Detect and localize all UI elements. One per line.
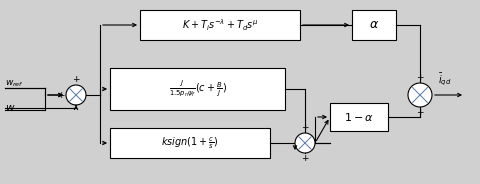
Circle shape <box>295 133 315 153</box>
Text: +: + <box>301 123 309 132</box>
Text: +: + <box>58 91 65 100</box>
Text: $\alpha$: $\alpha$ <box>369 19 379 31</box>
Text: $1-\alpha$: $1-\alpha$ <box>344 111 374 123</box>
FancyBboxPatch shape <box>352 10 396 40</box>
Text: +: + <box>72 75 80 84</box>
Text: $w$: $w$ <box>5 103 15 113</box>
FancyBboxPatch shape <box>110 128 270 158</box>
Text: +: + <box>416 108 424 117</box>
Text: +: + <box>301 154 309 163</box>
FancyBboxPatch shape <box>110 68 285 110</box>
Circle shape <box>408 83 432 107</box>
Text: $ksign(1+\frac{c}{s})$: $ksign(1+\frac{c}{s})$ <box>161 135 219 151</box>
Text: $K+T_i s^{-\lambda}+T_d s^{\mu}$: $K+T_i s^{-\lambda}+T_d s^{\mu}$ <box>182 17 258 33</box>
Text: $\bar{i}_{qd}$: $\bar{i}_{qd}$ <box>438 72 452 88</box>
Text: $\frac{J}{1.5p_n\psi_f}(c+\frac{B}{J})$: $\frac{J}{1.5p_n\psi_f}(c+\frac{B}{J})$ <box>168 79 227 99</box>
FancyBboxPatch shape <box>140 10 300 40</box>
Circle shape <box>66 85 86 105</box>
Text: $w_{ref}$: $w_{ref}$ <box>5 79 24 89</box>
FancyBboxPatch shape <box>330 103 388 131</box>
Text: +: + <box>416 73 424 82</box>
